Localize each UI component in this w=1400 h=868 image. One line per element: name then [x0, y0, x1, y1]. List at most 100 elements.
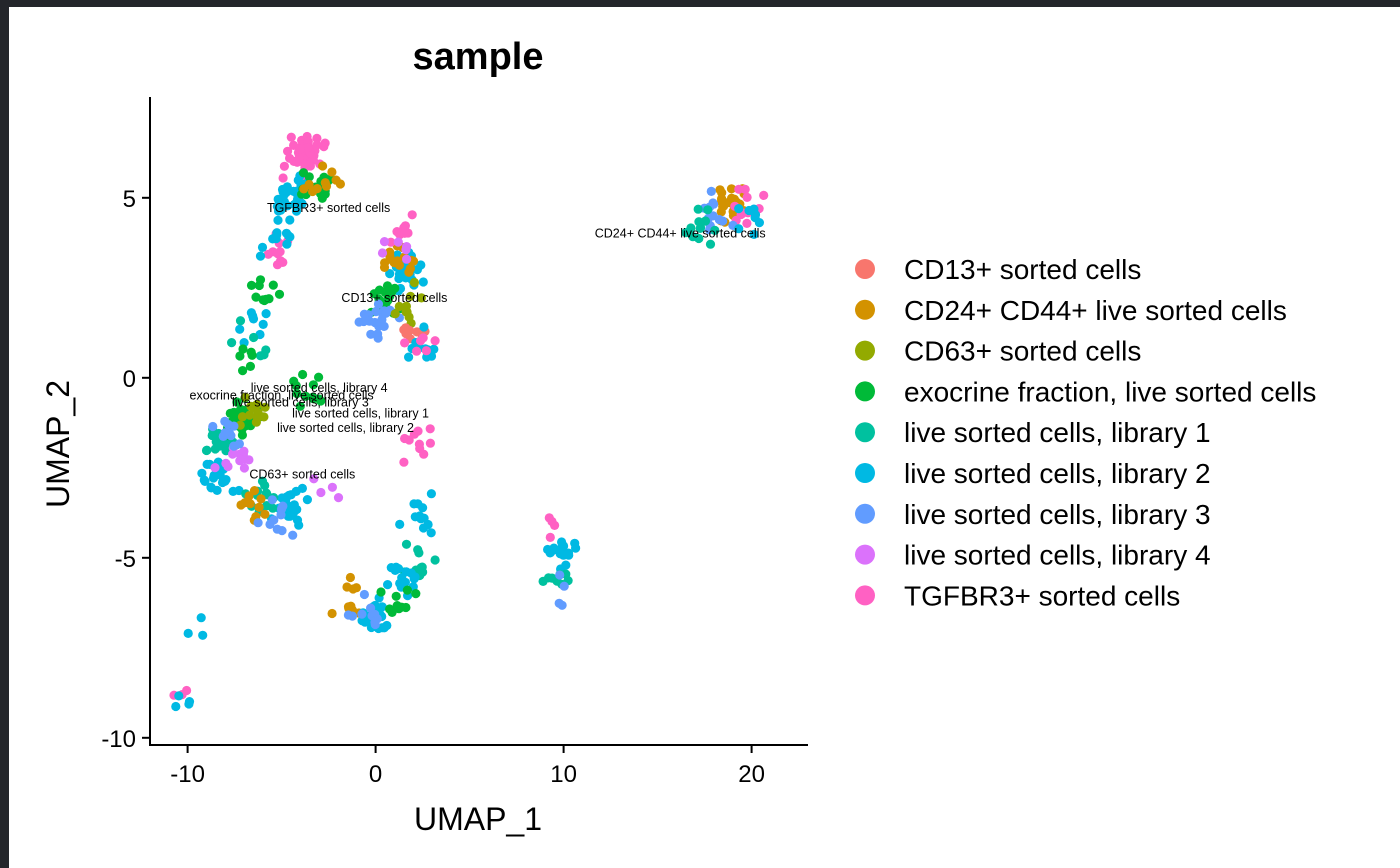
data-point — [386, 563, 396, 573]
legend-swatch — [855, 381, 875, 402]
data-point — [278, 257, 288, 267]
data-point — [371, 307, 381, 317]
data-point — [274, 289, 285, 299]
x-tick-label: -10 — [170, 761, 205, 788]
data-point — [410, 512, 420, 522]
data-point — [412, 346, 422, 356]
data-point — [244, 455, 254, 465]
data-point — [260, 509, 270, 519]
legend-label: live sorted cells, library 4 — [904, 540, 1211, 571]
data-point — [221, 439, 231, 449]
data-point — [257, 242, 268, 252]
data-point — [391, 591, 401, 601]
cluster-label: live sorted cells, library 1 — [292, 406, 429, 420]
data-point — [236, 500, 246, 510]
data-point — [318, 161, 328, 171]
cluster-label: CD13+ sorted cells — [341, 291, 447, 305]
data-point — [742, 192, 752, 202]
data-point — [285, 215, 295, 225]
data-point — [171, 701, 181, 712]
data-point — [212, 485, 222, 495]
data-point — [742, 218, 752, 228]
data-point — [256, 494, 266, 504]
data-point — [237, 412, 248, 422]
data-point — [245, 361, 255, 371]
data-point — [357, 609, 367, 619]
data-point — [321, 181, 332, 191]
data-point — [278, 501, 288, 511]
data-point — [559, 581, 569, 591]
data-point — [392, 601, 402, 611]
data-point — [373, 299, 384, 309]
data-point — [426, 528, 436, 538]
data-point — [282, 239, 292, 249]
data-point — [312, 184, 322, 194]
data-point — [312, 133, 322, 143]
legend-label: exocrine fraction, live sorted cells — [904, 376, 1316, 407]
data-point — [345, 572, 355, 583]
cluster-label: live sorted cells, library 3 — [232, 396, 369, 410]
data-point — [309, 474, 319, 484]
data-point — [238, 344, 248, 354]
legend-label: TGFBR3+ sorted cells — [904, 580, 1180, 611]
data-point — [273, 249, 283, 259]
data-point — [744, 205, 754, 216]
data-point — [418, 523, 429, 533]
data-point — [538, 576, 548, 587]
data-point — [184, 697, 195, 707]
data-point — [402, 242, 412, 252]
data-point — [208, 430, 218, 440]
data-point — [261, 294, 271, 304]
data-point — [409, 499, 419, 509]
data-point — [547, 573, 557, 583]
data-point — [430, 555, 440, 565]
data-point — [416, 336, 426, 346]
data-point — [426, 489, 436, 499]
data-point — [251, 292, 261, 302]
data-point — [726, 184, 737, 194]
data-point — [390, 309, 400, 319]
data-point — [425, 438, 435, 448]
y-tick-label: 0 — [123, 366, 136, 393]
data-point — [404, 352, 414, 362]
data-point — [293, 200, 303, 210]
data-point — [285, 232, 295, 242]
data-point — [395, 519, 405, 530]
data-point — [714, 215, 724, 225]
data-point — [289, 500, 299, 510]
data-point — [333, 493, 344, 503]
data-point — [546, 547, 556, 557]
data-point — [298, 369, 308, 380]
data-point — [401, 329, 411, 339]
x-tick-label: 0 — [369, 761, 382, 788]
data-point — [557, 549, 567, 559]
data-point — [429, 344, 439, 354]
data-point — [377, 248, 388, 258]
data-point — [547, 516, 557, 527]
data-point — [750, 210, 761, 220]
data-point — [369, 289, 379, 299]
data-point — [257, 476, 268, 486]
x-axis-title: UMAP_1 — [414, 801, 542, 837]
data-point — [693, 204, 703, 214]
data-point — [416, 293, 426, 303]
data-point — [376, 587, 386, 597]
data-point — [405, 291, 416, 301]
legend-swatch — [855, 259, 875, 279]
data-point — [235, 316, 246, 326]
legend-swatch — [855, 422, 875, 443]
data-point — [385, 285, 395, 295]
chart-title: sample — [413, 36, 544, 78]
data-point — [267, 495, 277, 505]
data-point — [393, 237, 403, 247]
data-point — [239, 463, 249, 473]
data-point — [555, 570, 565, 580]
data-point — [255, 251, 266, 261]
data-point — [419, 449, 429, 459]
data-point — [254, 502, 264, 512]
data-point — [229, 441, 239, 451]
data-point — [408, 256, 419, 266]
data-point — [404, 267, 414, 277]
data-point — [327, 167, 337, 177]
data-point — [359, 589, 369, 600]
